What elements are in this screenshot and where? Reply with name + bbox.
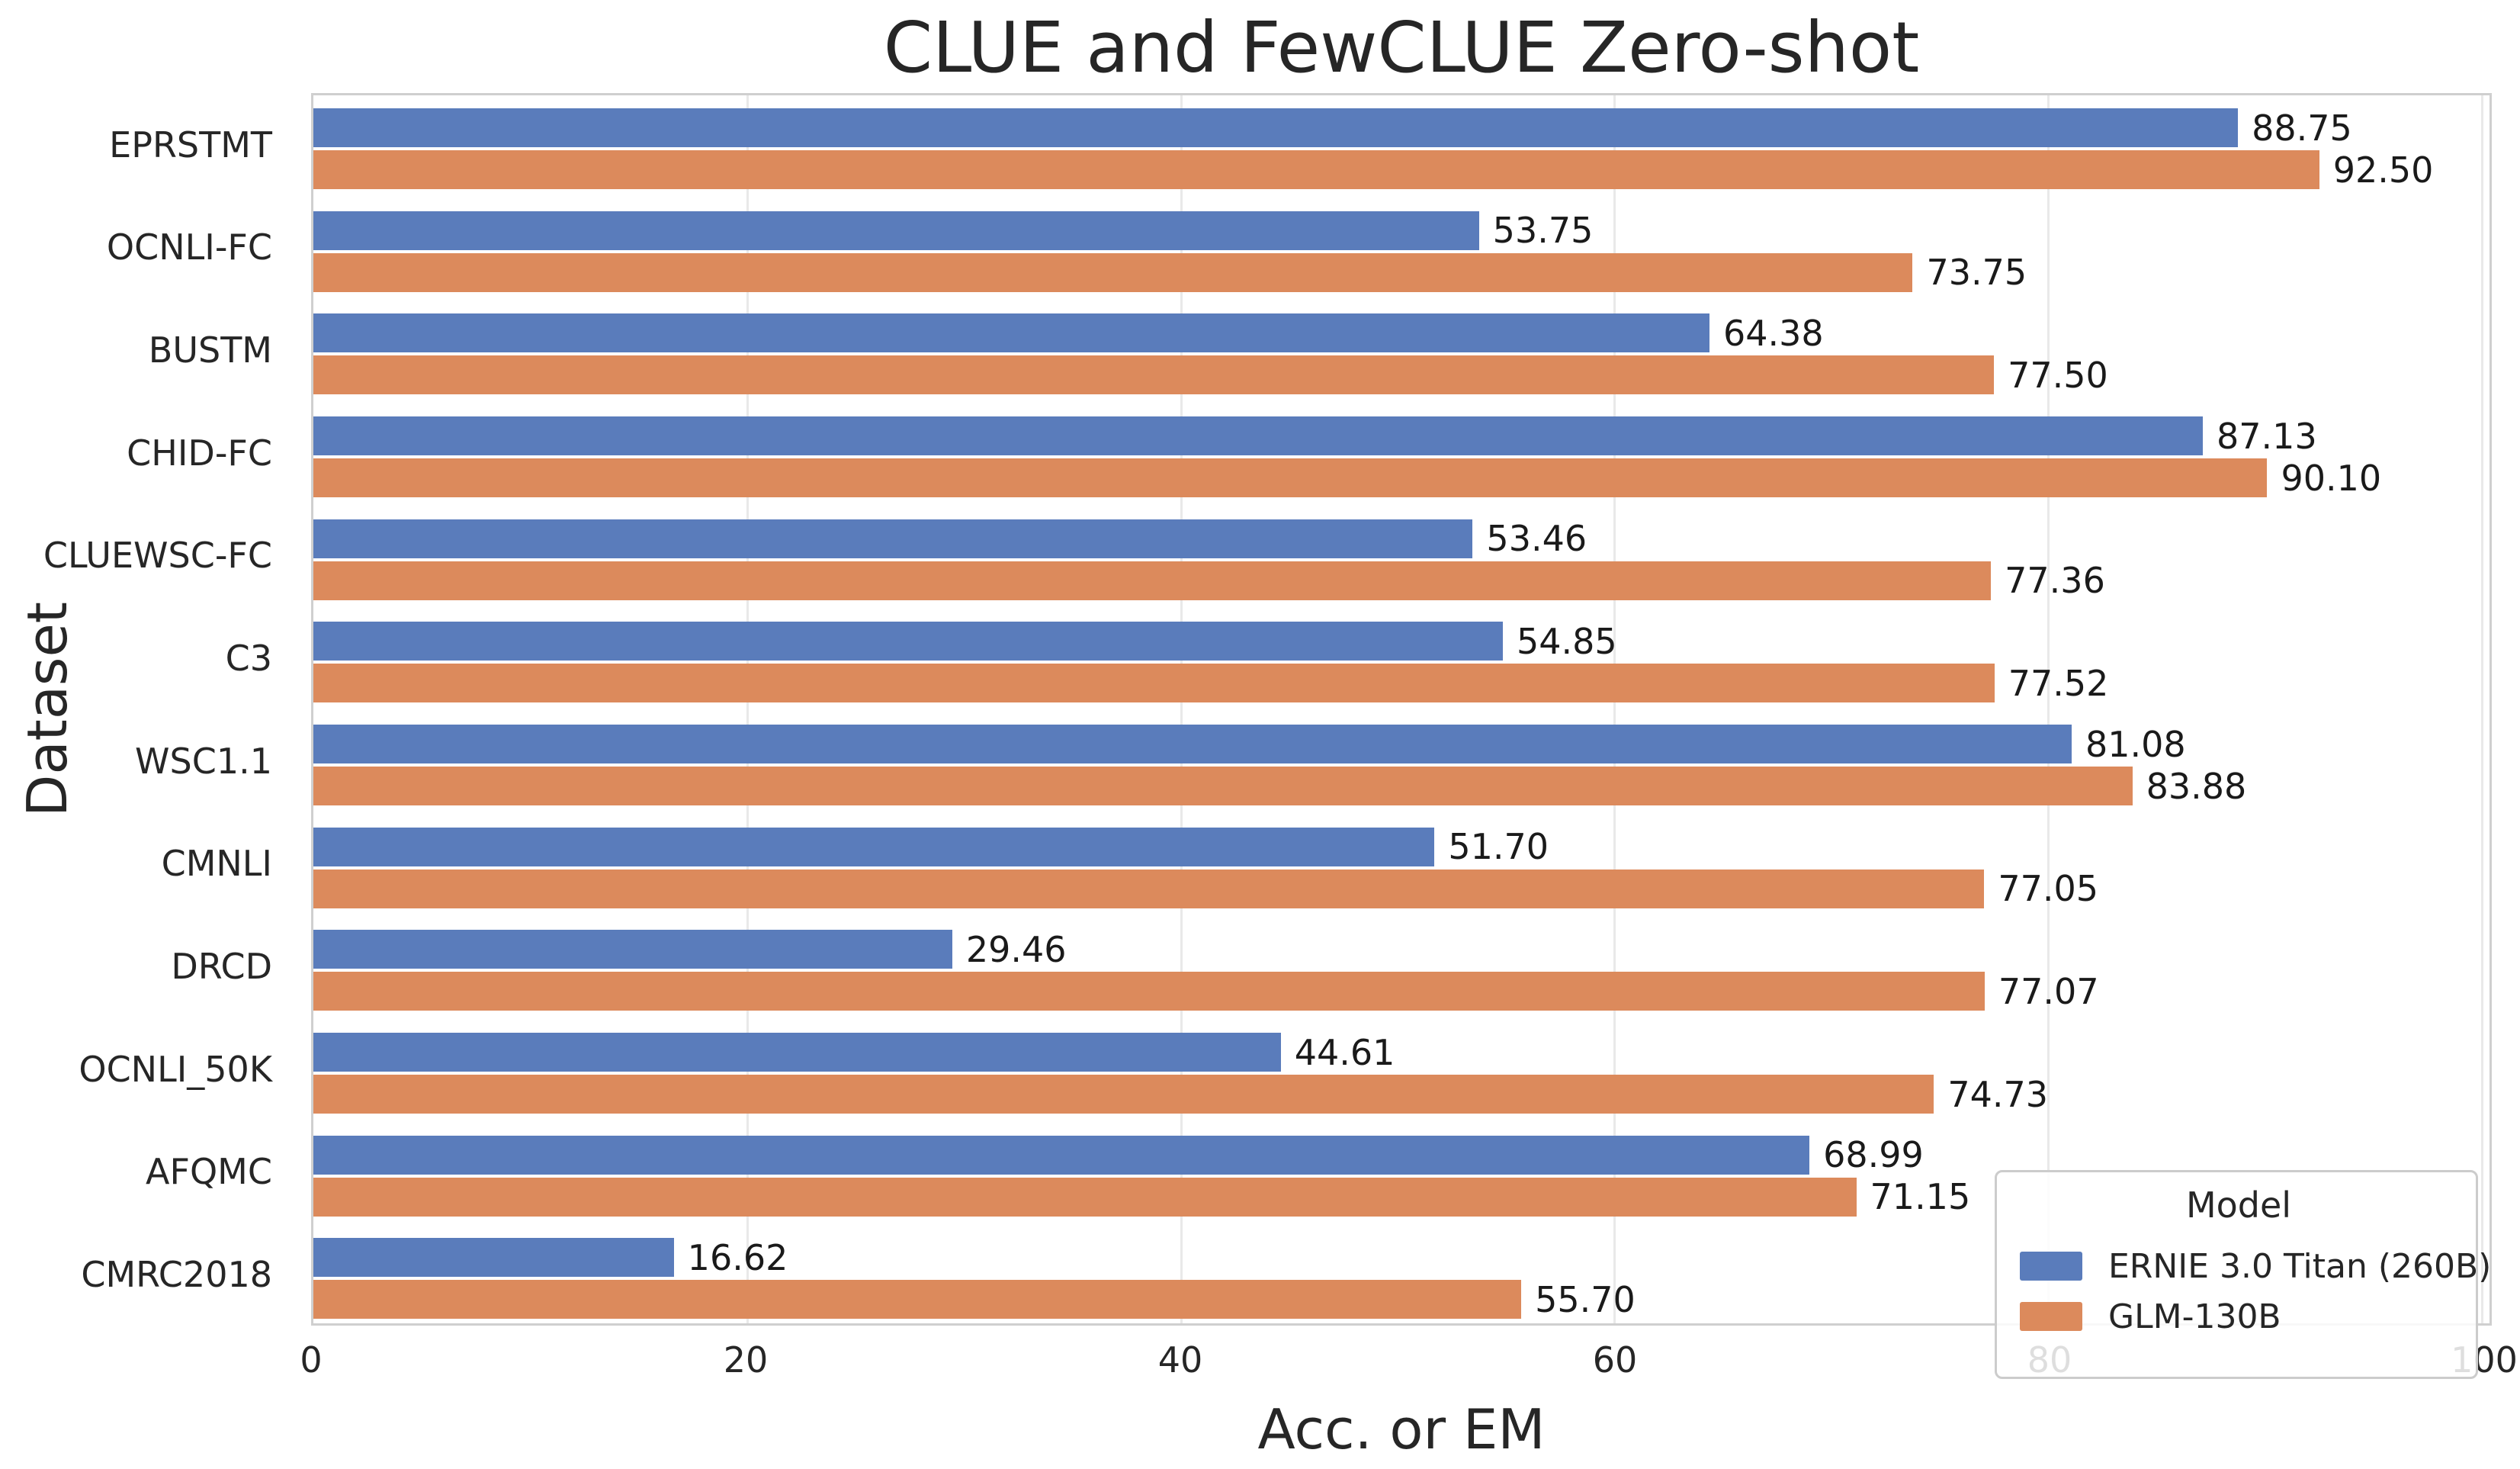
ytick-EPRSTMT: EPRSTMT (109, 124, 272, 166)
x-axis-label: Acc. or EM (1257, 1397, 1546, 1461)
bar-group-CLUEWSC-FC: 53.46 77.36 (313, 506, 2490, 609)
bar-OCNLI-FC-series2: 73.75 (313, 252, 2027, 293)
bar-value-label: 54.85 (1516, 620, 1617, 662)
bar-value-label: 81.08 (2085, 723, 2186, 765)
ytick-CLUEWSC-FC: CLUEWSC-FC (43, 535, 272, 577)
ytick-WSC1.1: WSC1.1 (135, 740, 272, 782)
bar-value-label: 77.50 (2008, 354, 2108, 396)
gridline-x-100 (2481, 95, 2484, 1323)
bar-CMRC2018-series1: 16.62 (313, 1237, 788, 1278)
bar-C3-series1: 54.85 (313, 621, 1617, 662)
bar-value-label: 55.70 (1535, 1278, 1636, 1320)
legend-entry: ERNIE 3.0 Titan (260B) (2020, 1241, 2491, 1291)
ytick-CHID-FC: CHID-FC (127, 432, 272, 474)
bar-value-label: 29.46 (965, 928, 1067, 970)
bar-group-CMRC2018: 16.62 55.70 (313, 1225, 2490, 1328)
bar-value-label: 88.75 (2252, 107, 2352, 149)
bar-group-CMNLI: 51.70 77.05 (313, 815, 2490, 918)
bar-BUSTM-series1: 64.38 (313, 313, 1824, 354)
ytick-BUSTM: BUSTM (148, 329, 272, 371)
bar-WSC1.1-series2: 83.88 (313, 766, 2246, 807)
bar-group-OCNLI_50K: 44.61 74.73 (313, 1020, 2490, 1123)
bar-value-label: 83.88 (2146, 765, 2247, 807)
bar-value-label: 74.73 (1947, 1073, 2049, 1115)
bar-value-label: 53.75 (1492, 210, 1594, 252)
bar-EPRSTMT-series2: 92.50 (313, 149, 2433, 191)
bar-AFQMC-series1: 68.99 (313, 1134, 1924, 1175)
bar-CMNLI-series1: 51.70 (313, 826, 1549, 867)
bar-group-C3: 54.85 77.52 (313, 609, 2490, 712)
bar-value-label: 77.36 (2005, 560, 2105, 602)
bar-value-label: 64.38 (1722, 312, 1824, 354)
bar-value-label: 77.52 (2008, 662, 2109, 704)
legend-swatch-icon (2020, 1252, 2082, 1281)
bar-CLUEWSC-FC-series1: 53.46 (313, 518, 1587, 559)
bar-CMNLI-series2: 77.05 (313, 868, 2098, 909)
bar-group-AFQMC: 68.99 71.15 (313, 1123, 2490, 1226)
bar-value-label: 90.10 (2281, 457, 2382, 499)
ytick-CMNLI: CMNLI (161, 843, 272, 885)
bar-CLUEWSC-FC-series2: 77.36 (313, 560, 2105, 601)
bar-value-label: 92.50 (2332, 149, 2434, 191)
bar-group-DRCD: 29.46 77.07 (313, 917, 2490, 1020)
bar-OCNLI_50K-series2: 74.73 (313, 1074, 2048, 1115)
ytick-CMRC2018: CMRC2018 (81, 1253, 272, 1295)
gridline-x-80 (2047, 95, 2050, 1323)
bar-CMRC2018-series2: 55.70 (313, 1279, 1636, 1320)
bar-value-label: 44.61 (1294, 1031, 1395, 1073)
legend-entry: GLM-130B (2020, 1291, 2457, 1342)
bar-value-label: 16.62 (687, 1236, 788, 1278)
bar-value-label: 53.46 (1486, 518, 1587, 560)
xtick-20: 20 (723, 1339, 769, 1381)
bar-C3-series2: 77.52 (313, 663, 2108, 704)
bar-EPRSTMT-series1: 88.75 (313, 108, 2352, 149)
gridline-x-40 (1180, 95, 1183, 1323)
bar-WSC1.1-series1: 81.08 (313, 724, 2186, 765)
chart-title: CLUE and FewCLUE Zero-shot (883, 7, 1920, 88)
legend-swatch-icon (2020, 1302, 2082, 1331)
legend-label: GLM-130B (2108, 1297, 2281, 1336)
bar-CHID-FC-series1: 87.13 (313, 416, 2317, 457)
y-axis-tick-labels: EPRSTMT OCNLI-FC BUSTM CHID-FC CLUEWSC-FC C3 W… (0, 93, 295, 1326)
bar-value-label: 51.70 (1448, 826, 1549, 868)
bar-group-OCNLI-FC: 53.75 73.75 (313, 198, 2490, 301)
bar-OCNLI-FC-series1: 53.75 (313, 210, 1593, 251)
bar-BUSTM-series2: 77.50 (313, 355, 2108, 396)
ytick-OCNLI_50K: OCNLI_50K (79, 1048, 272, 1090)
bar-value-label: 87.13 (2217, 415, 2317, 457)
gridline-x-20 (746, 95, 749, 1323)
ytick-AFQMC: AFQMC (146, 1151, 272, 1193)
xtick-0: 0 (300, 1339, 323, 1381)
bar-CHID-FC-series2: 90.10 (313, 458, 2381, 499)
xtick-60: 60 (1592, 1339, 1638, 1381)
bar-value-label: 77.07 (1998, 970, 2099, 1012)
legend: Model ERNIE 3.0 Titan (260B) GLM-130B (1995, 1170, 2491, 1379)
bar-value-label: 68.99 (1823, 1134, 1924, 1176)
ytick-DRCD: DRCD (171, 945, 272, 987)
bar-group-WSC1.1: 81.08 83.88 (313, 712, 2490, 815)
bar-group-EPRSTMT: 88.75 92.50 (313, 95, 2490, 198)
legend-label: ERNIE 3.0 Titan (260B) (2108, 1246, 2492, 1286)
gridline-x-60 (1613, 95, 1616, 1323)
ytick-C3: C3 (225, 637, 272, 679)
bar-group-BUSTM: 64.38 77.50 (313, 301, 2490, 403)
ytick-OCNLI-FC: OCNLI-FC (106, 227, 272, 268)
bar-OCNLI_50K-series1: 44.61 (313, 1032, 1395, 1073)
bar-DRCD-series1: 29.46 (313, 929, 1067, 970)
bar-value-label: 73.75 (1926, 252, 2027, 294)
legend-title: Model (2185, 1185, 2292, 1226)
xtick-40: 40 (1157, 1339, 1203, 1381)
bar-value-label: 77.05 (1998, 868, 2099, 910)
bar-DRCD-series2: 77.07 (313, 971, 2099, 1012)
bar-group-CHID-FC: 87.13 90.10 (313, 403, 2490, 506)
bar-value-label: 71.15 (1870, 1176, 1971, 1218)
bar-AFQMC-series2: 71.15 (313, 1176, 1970, 1217)
plot-area: 88.75 92.50 53.75 73.75 64.38 77.50 87.13 90.10… (311, 93, 2492, 1326)
